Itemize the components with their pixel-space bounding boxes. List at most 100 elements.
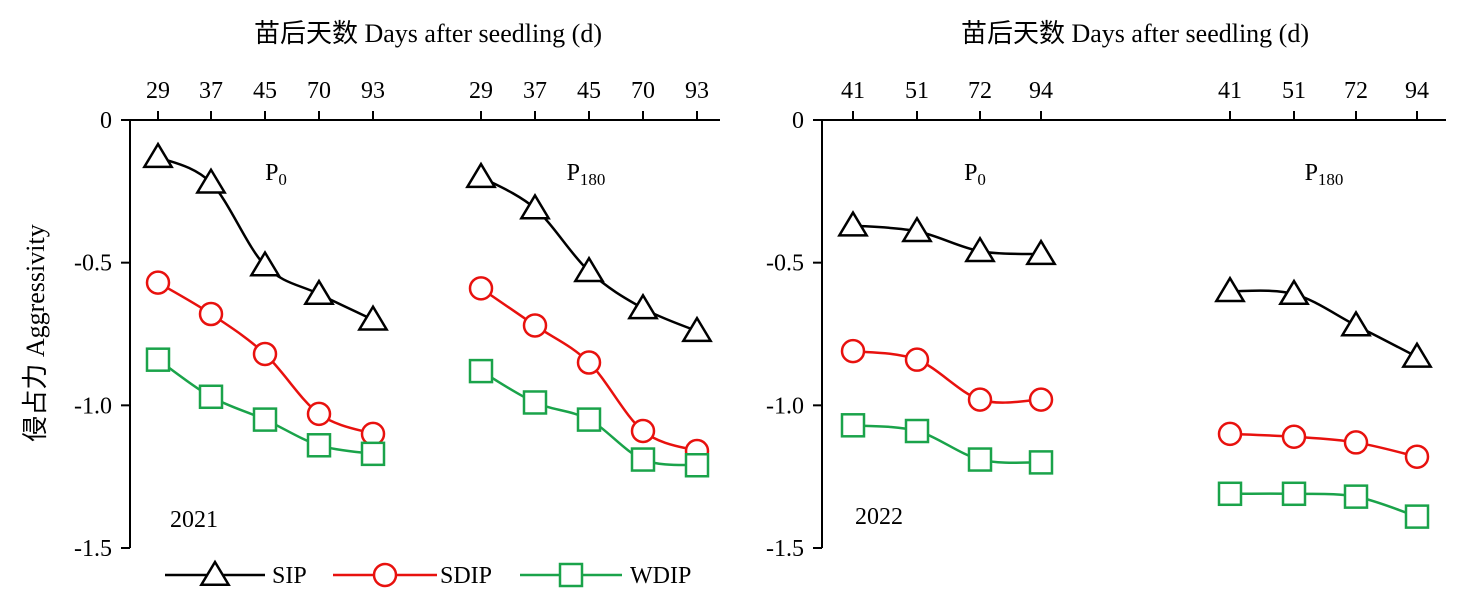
- data-point-WDIP: [198, 384, 224, 410]
- panel-label: P0: [265, 160, 287, 189]
- legend-label: SIP: [272, 563, 307, 589]
- y-tick-label: -1.5: [74, 536, 112, 562]
- data-point-WDIP: [360, 441, 386, 467]
- series-line-SDIP: [852, 349, 1042, 404]
- series-SDIP: [468, 276, 710, 464]
- x-tick-label: 70: [631, 78, 655, 104]
- series-line-SIP: [852, 224, 1042, 256]
- y-tick-label: -1.0: [74, 393, 112, 419]
- x-tick-label: 93: [361, 78, 385, 104]
- data-point-WDIP: [840, 413, 866, 438]
- legend-label: SDIP: [440, 563, 492, 589]
- x-tick-label: 37: [199, 78, 223, 104]
- data-point-SIP: [837, 210, 869, 237]
- data-point-SDIP: [198, 301, 224, 327]
- x-tick-label: 45: [577, 78, 601, 104]
- data-point-SIP: [573, 255, 605, 283]
- data-point-SIP: [465, 161, 497, 189]
- x-tick-label: 72: [968, 78, 992, 104]
- series-line-WDIP: [1229, 492, 1418, 518]
- x-tick-label: 41: [841, 78, 865, 104]
- x-tick-label: 29: [146, 78, 170, 104]
- chart-2021: 0 -0.5 -1.0 -1.5 29 37 45 70 93 P0 29 37 45 70 93 P180: [74, 78, 720, 562]
- x-tick-label: 51: [1282, 78, 1306, 104]
- panel-label: P180: [1305, 160, 1344, 189]
- data-point-WDIP: [630, 447, 656, 472]
- series-SDIP: [840, 338, 1054, 412]
- data-point-SDIP: [145, 270, 171, 295]
- legend-marker-triangle: [199, 559, 231, 586]
- y-axis-title: 侵占力 Aggressivity: [21, 224, 50, 441]
- top-x-axis-title-2022: 苗后天数 Days after seedling (d): [961, 19, 1309, 48]
- series-line-WDIP: [157, 358, 374, 456]
- data-point-SIP: [627, 292, 659, 320]
- data-point-WDIP: [1281, 481, 1307, 507]
- data-point-SIP: [681, 315, 713, 343]
- data-point-SIP: [1025, 238, 1057, 266]
- panel-P180-2022: 41 51 72 94 P180: [1214, 78, 1433, 529]
- data-point-SIP: [1340, 310, 1372, 337]
- data-point-SDIP: [1343, 430, 1369, 455]
- data-point-WDIP: [468, 358, 494, 384]
- series-line-WDIP: [852, 424, 1042, 465]
- data-point-SIP: [195, 167, 227, 194]
- data-point-WDIP: [252, 407, 278, 432]
- y-tick-label: -1.0: [766, 393, 804, 419]
- legend-marker-square: [558, 562, 584, 588]
- series-SDIP: [1217, 421, 1430, 469]
- x-tick-label: 37: [523, 78, 547, 104]
- x-tick-label: 94: [1029, 78, 1053, 104]
- data-point-SIP: [249, 250, 281, 277]
- legend: SIP SDIP WDIP: [165, 559, 691, 589]
- data-point-SIP: [357, 304, 389, 331]
- data-point-SDIP: [1404, 444, 1430, 469]
- series-SIP: [1214, 275, 1433, 368]
- series-line-SIP: [480, 175, 698, 333]
- data-point-WDIP: [145, 347, 171, 372]
- x-tick-label: 72: [1344, 78, 1368, 104]
- x-tick-label: 45: [253, 78, 277, 104]
- data-point-WDIP: [1028, 450, 1054, 475]
- series-SIP: [837, 210, 1057, 266]
- data-point-SIP: [1278, 278, 1310, 306]
- y-tick-label: -1.5: [766, 536, 804, 562]
- data-point-WDIP: [1343, 484, 1369, 509]
- data-point-SDIP: [630, 418, 656, 444]
- x-tick-label: 41: [1218, 78, 1242, 104]
- data-point-SIP: [1401, 341, 1433, 368]
- legend-item-SDIP: SDIP: [333, 562, 492, 589]
- x-tick-label: 93: [685, 78, 709, 104]
- data-point-SDIP: [576, 350, 602, 375]
- series-SIP: [142, 141, 389, 331]
- x-tick-label: 70: [307, 78, 331, 104]
- data-point-WDIP: [1217, 481, 1243, 507]
- data-point-WDIP: [1404, 504, 1430, 529]
- year-label-2022: 2022: [855, 504, 903, 530]
- data-point-SDIP: [1217, 421, 1243, 447]
- legend-marker-circle: [372, 562, 398, 588]
- panel-label: P0: [964, 160, 986, 189]
- data-point-SDIP: [1281, 424, 1307, 449]
- series-WDIP: [840, 413, 1054, 475]
- y-tick-label: -0.5: [766, 251, 804, 277]
- legend-label: WDIP: [630, 563, 691, 589]
- chart-2022: 0 -0.5 -1.0 -1.5 41 51 72 94 P0 41 51 72 94 P180: [766, 78, 1446, 562]
- data-point-SDIP: [306, 401, 332, 427]
- data-point-WDIP: [967, 447, 993, 472]
- legend-item-WDIP: WDIP: [520, 562, 691, 589]
- series-WDIP: [1217, 481, 1430, 529]
- series-WDIP: [468, 358, 710, 478]
- x-tick-label: 29: [469, 78, 493, 104]
- data-point-SDIP: [904, 347, 930, 372]
- data-point-SIP: [1214, 275, 1246, 303]
- data-point-WDIP: [522, 390, 548, 415]
- panel-P0-2021: 29 37 45 70 93 P0: [142, 78, 389, 467]
- legend-item-SIP: SIP: [165, 559, 307, 589]
- panel-P0-2022: 41 51 72 94 P0: [837, 78, 1057, 475]
- data-point-SDIP: [468, 276, 494, 301]
- y-tick-label: -0.5: [74, 251, 112, 277]
- data-point-WDIP: [904, 418, 930, 444]
